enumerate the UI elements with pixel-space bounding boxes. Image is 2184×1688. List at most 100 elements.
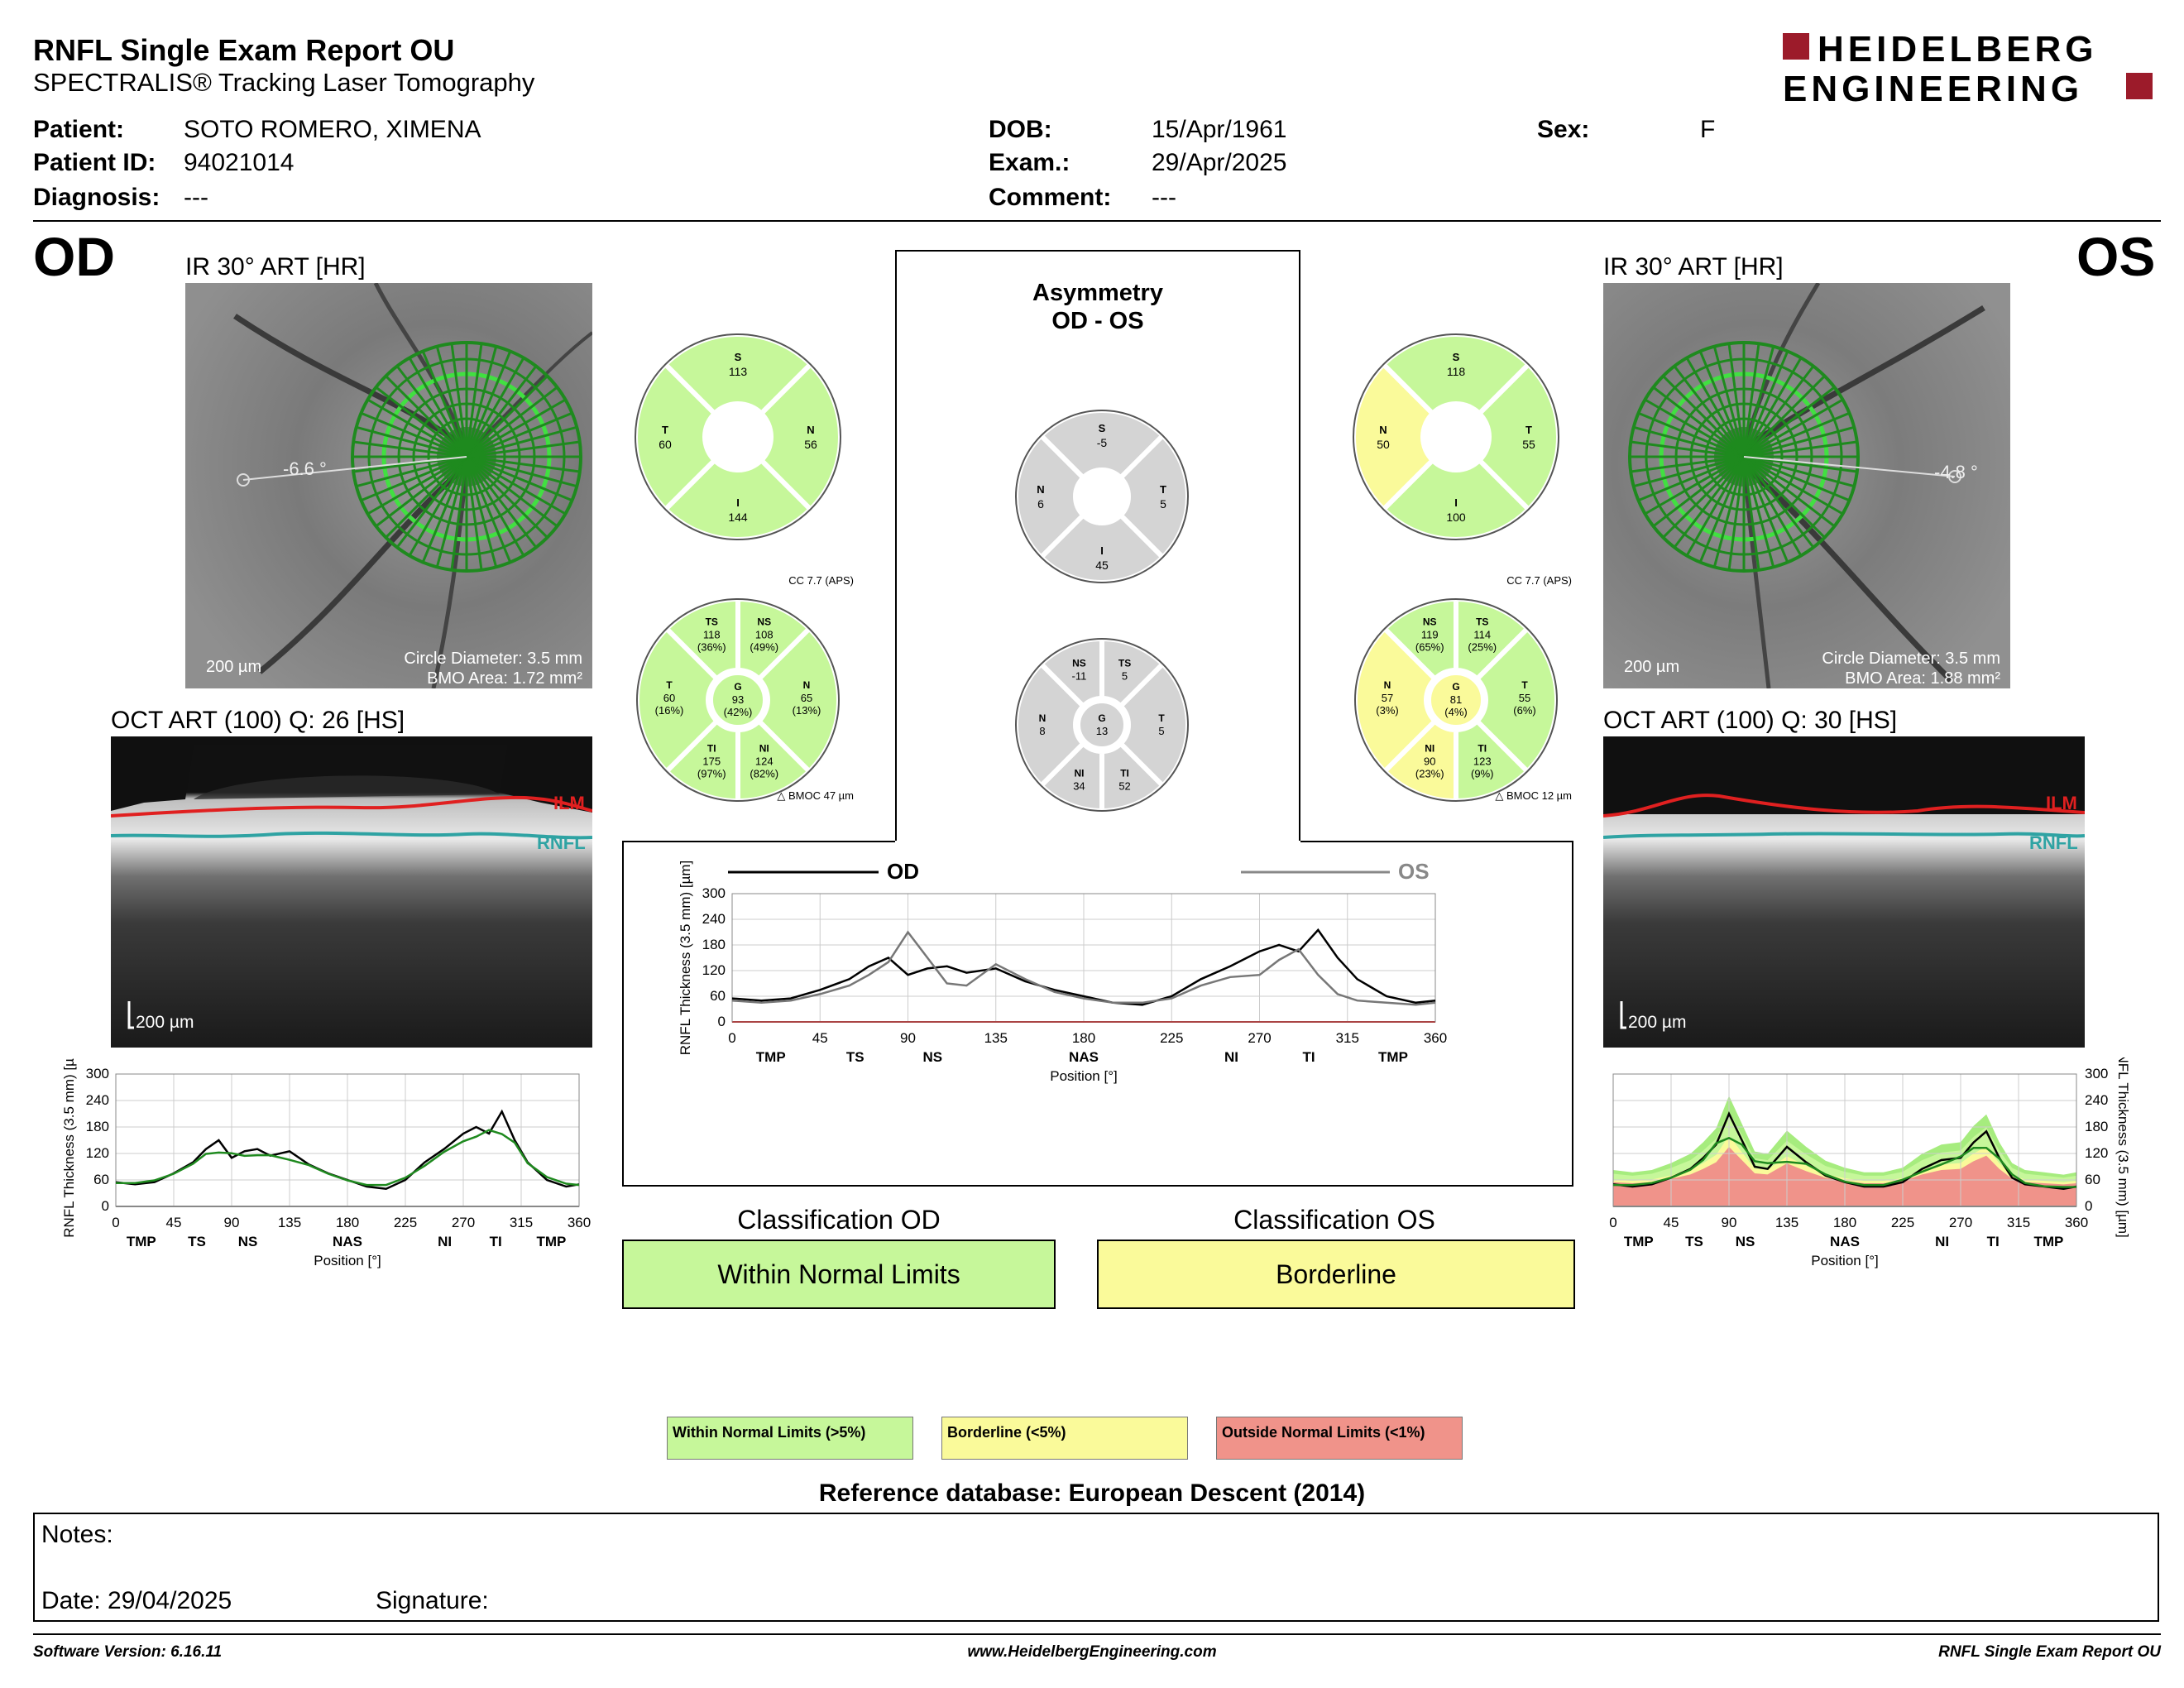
series-line-os [731, 930, 1436, 1006]
header-divider [33, 220, 2161, 222]
od-sector4-chart: S 113 N 56 I 144 T 60 [630, 329, 845, 544]
y-tick-label: 60 [710, 988, 726, 1004]
sector-label: T [1521, 679, 1528, 691]
sector-percent: (97%) [697, 768, 726, 780]
os-legend-label: OS [1398, 861, 1430, 884]
diagnosis-value: --- [184, 184, 208, 211]
x-tick-label: 360 [1424, 1030, 1447, 1046]
sector-axis-label: NS [238, 1234, 258, 1249]
x-axis-label: Position [°] [1811, 1253, 1878, 1268]
x-tick-label: 45 [1664, 1215, 1679, 1230]
software-version: Software Version: 6.16.11 [33, 1643, 223, 1661]
sector-label: N [1379, 424, 1387, 436]
x-tick-label: 0 [728, 1030, 735, 1046]
sector-axis-label: TMP [1624, 1234, 1654, 1249]
y-tick-label: 120 [702, 962, 726, 978]
od-fundus-image: -6.6 ° 200 µm Circle Diameter: 3.5 mm BM… [185, 281, 594, 689]
asymmetry-frame [895, 250, 1300, 842]
asymmetry-title: Asymmetry [1032, 280, 1163, 306]
sector-value: 175 [702, 755, 721, 768]
x-tick-label: 180 [1833, 1215, 1856, 1230]
report-name-footer: RNFL Single Exam Report OU [1938, 1643, 2161, 1661]
os-eye-label: OS [2076, 226, 2156, 287]
comment-label: Comment: [989, 184, 1112, 211]
sector-value: 50 [1377, 438, 1390, 451]
normative-mean-line [1613, 1136, 2076, 1188]
od-oct-title: OCT ART (100) Q: 26 [HS] [111, 707, 405, 734]
reference-database: Reference database: European Descent (20… [818, 1479, 1366, 1507]
sector-value: 119 [1421, 628, 1439, 640]
sector-axis-label: TI [1302, 1049, 1315, 1065]
asym-sector4-chart: S -5 T 5 I 45 N 6 [1003, 397, 1201, 596]
sector-axis-label: NAS [1830, 1234, 1860, 1249]
sector-g [1428, 672, 1484, 728]
patient-name: SOTO ROMERO, XIMENA [184, 116, 481, 143]
sector-axis-label: TS [188, 1234, 206, 1249]
sector-label: T [1160, 483, 1166, 496]
y-tick-label: 120 [2085, 1145, 2108, 1161]
sector-percent: (23%) [1415, 768, 1444, 780]
notes-box[interactable]: Notes: Date: 29/04/2025 Signature: [33, 1513, 2159, 1622]
sector-axis-label: NI [438, 1234, 452, 1249]
y-tick-label: 300 [86, 1066, 109, 1081]
sector-label: T [662, 424, 668, 436]
sector-axis-label: NAS [333, 1234, 362, 1249]
sector-value: 56 [804, 438, 817, 451]
exam-value: 29/Apr/2025 [1152, 149, 1287, 176]
chart-frame [622, 841, 1573, 1187]
x-tick-label: 225 [394, 1215, 417, 1230]
sector-label: N [803, 679, 811, 691]
svg-text:ILM: ILM [2046, 793, 2077, 813]
notes-date: Date: 29/04/2025 [41, 1587, 232, 1614]
dob-value: 15/Apr/1961 [1152, 116, 1287, 143]
svg-text:200 µm: 200 µm [206, 658, 261, 676]
normative-mean-line [116, 1129, 580, 1187]
sector-percent: (13%) [793, 704, 821, 717]
sector-label: NS [1423, 616, 1437, 627]
sector-value: 114 [1473, 628, 1491, 640]
sector-value: 118 [703, 628, 721, 640]
sector-value: 55 [1522, 438, 1535, 451]
comment-value: --- [1152, 184, 1176, 211]
sector-label: TI [1120, 768, 1129, 779]
dob-label: DOB: [989, 116, 1052, 143]
sector-percent: (25%) [1468, 640, 1497, 653]
y-tick-label: 240 [86, 1092, 109, 1108]
classification-od-result: Within Normal Limits [622, 1240, 1056, 1309]
sector-label: TI [1478, 743, 1487, 755]
sector-label: NI [759, 743, 769, 755]
x-axis-label: Position [°] [314, 1253, 381, 1268]
svg-text:ENGINEERING: ENGINEERING [1783, 69, 2083, 104]
sector-axis-label: TMP [756, 1049, 786, 1065]
sector-label: S [1099, 422, 1106, 434]
sector-axis-label: TS [846, 1049, 864, 1065]
od-oct-bscan: ILM RNFL 200 µm [110, 736, 593, 1048]
sector-g [710, 672, 766, 728]
os-sector4-chart: S 118 T 55 I 100 N 50 [1348, 329, 1564, 544]
svg-text:ILM: ILM [553, 793, 585, 813]
sector-value: -11 [1072, 669, 1087, 682]
y-tick-label: 180 [2085, 1119, 2108, 1134]
sector-label: S [1453, 351, 1460, 363]
patient-id: 94021014 [184, 149, 295, 176]
sector-label: TS [706, 616, 718, 627]
os-fundus-image: -4.8 ° 200 µm Circle Diameter: 3.5 mm BM… [1603, 281, 2010, 689]
y-tick-label: 0 [2085, 1198, 2092, 1214]
bmoc-label: △ BMOC 47 µm [777, 789, 854, 802]
sector-percent: (42%) [724, 706, 753, 718]
od-ir-title: IR 30° ART [HR] [185, 253, 366, 281]
website-link[interactable]: www.HeidelbergEngineering.com [967, 1643, 1217, 1661]
y-tick-label: 60 [93, 1172, 109, 1187]
legend-outside-normal: Outside Normal Limits (<1%) [1216, 1417, 1463, 1460]
signature-label: Signature: [376, 1587, 489, 1614]
sector-label: N [1037, 483, 1044, 496]
y-tick-label: 300 [2085, 1066, 2108, 1081]
sector-percent: (6%) [1513, 704, 1535, 717]
sector-label: T [666, 679, 673, 691]
y-tick-label: 120 [86, 1145, 109, 1161]
legend-within-normal: Within Normal Limits (>5%) [667, 1417, 913, 1460]
classification-os-title: Classification OS [1233, 1205, 1435, 1235]
sector-percent: (16%) [655, 704, 684, 717]
x-tick-label: 315 [2007, 1215, 2030, 1230]
sector-value: 93 [732, 693, 744, 706]
